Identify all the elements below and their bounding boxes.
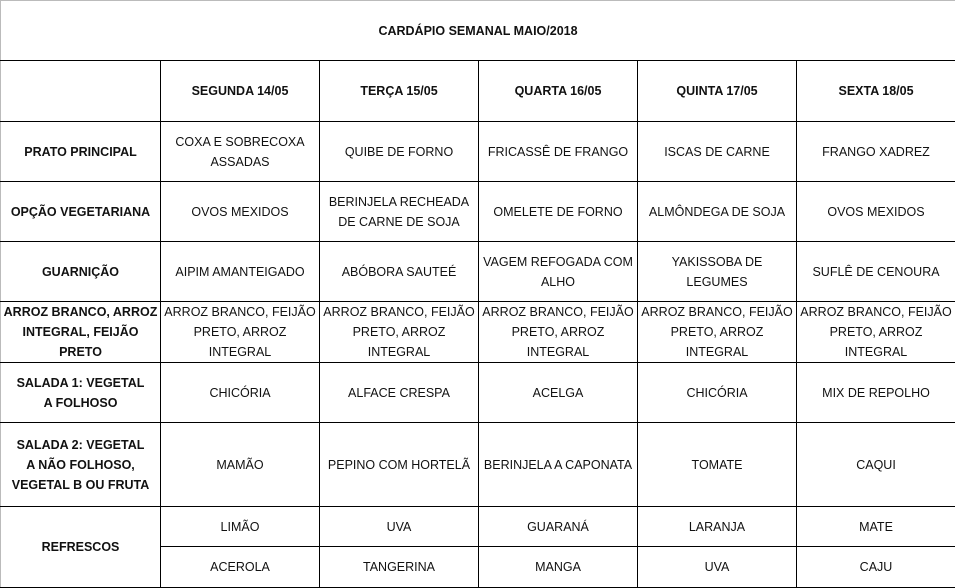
menu-cell: ARROZ BRANCO, FEIJÃO PRETO, ARROZ INTEGR… [797,302,955,363]
drink-cell: ACEROLA [161,547,320,588]
menu-title: CARDÁPIO SEMANAL MAIO/2018 [1,1,955,61]
menu-cell: OVOS MEXIDOS [161,182,320,242]
menu-cell: AIPIM AMANTEIGADO [161,242,320,302]
row-label: ARROZ BRANCO, ARROZ INTEGRAL, FEIJÃO PRE… [1,302,161,363]
menu-cell: MAMÃO [161,423,320,507]
menu-cell: TOMATE [638,423,797,507]
menu-cell: ARROZ BRANCO, FEIJÃO PRETO, ARROZ INTEGR… [479,302,638,363]
day-header: SEGUNDA 14/05 [161,61,320,122]
row-label: PRATO PRINCIPAL [1,122,161,182]
row-label: OPÇÃO VEGETARIANA [1,182,161,242]
drink-cell: UVA [638,547,797,588]
menu-cell: CAQUI [797,423,955,507]
menu-cell: ALMÔNDEGA DE SOJA [638,182,797,242]
title-row: CARDÁPIO SEMANAL MAIO/2018 [1,1,955,61]
menu-cell: FRICASSÊ DE FRANGO [479,122,638,182]
drink-cell: LIMÃO [161,507,320,547]
menu-cell: ISCAS DE CARNE [638,122,797,182]
menu-cell: ARROZ BRANCO, FEIJÃO PRETO, ARROZ INTEGR… [638,302,797,363]
day-header: SEXTA 18/05 [797,61,955,122]
drink-cell: UVA [320,507,479,547]
menu-cell: BERINJELA RECHEADA DE CARNE DE SOJA [320,182,479,242]
menu-cell: FRANGO XADREZ [797,122,955,182]
menu-cell: MIX DE REPOLHO [797,363,955,423]
day-header: TERÇA 15/05 [320,61,479,122]
menu-cell: ACELGA [479,363,638,423]
menu-cell: SUFLÊ DE CENOURA [797,242,955,302]
drink-cell: GUARANÁ [479,507,638,547]
menu-cell: VAGEM REFOGADA COM ALHO [479,242,638,302]
menu-cell: CHICÓRIA [161,363,320,423]
day-header: QUARTA 16/05 [479,61,638,122]
menu-cell: OVOS MEXIDOS [797,182,955,242]
menu-cell: YAKISSOBA DE LEGUMES [638,242,797,302]
row-label: SALADA 2: VEGETAL A NÃO FOLHOSO, VEGETAL… [1,423,161,507]
day-header: QUINTA 17/05 [638,61,797,122]
menu-cell: QUIBE DE FORNO [320,122,479,182]
drink-cell: LARANJA [638,507,797,547]
header-row: SEGUNDA 14/05 TERÇA 15/05 QUARTA 16/05 Q… [1,61,955,122]
drink-cell: CAJU [797,547,955,588]
menu-cell: COXA E SOBRECOXA ASSADAS [161,122,320,182]
drink-cell: MANGA [479,547,638,588]
menu-cell: OMELETE DE FORNO [479,182,638,242]
menu-cell: BERINJELA A CAPONATA [479,423,638,507]
corner-cell [1,61,161,122]
menu-cell: ARROZ BRANCO, FEIJÃO PRETO, ARROZ INTEGR… [320,302,479,363]
menu-row: ARROZ BRANCO, ARROZ INTEGRAL, FEIJÃO PRE… [1,302,955,363]
menu-cell: PEPINO COM HORTELÃ [320,423,479,507]
menu-cell: CHICÓRIA [638,363,797,423]
row-label: SALADA 1: VEGETAL A FOLHOSO [1,363,161,423]
menu-row: SALADA 2: VEGETAL A NÃO FOLHOSO, VEGETAL… [1,423,955,507]
row-label: GUARNIÇÃO [1,242,161,302]
menu-cell: ABÓBORA SAUTEÉ [320,242,479,302]
drink-cell: MATE [797,507,955,547]
menu-cell: ARROZ BRANCO, FEIJÃO PRETO, ARROZ INTEGR… [161,302,320,363]
drink-cell: TANGERINA [320,547,479,588]
row-label: REFRESCOS [1,507,161,588]
menu-cell: ALFACE CRESPA [320,363,479,423]
